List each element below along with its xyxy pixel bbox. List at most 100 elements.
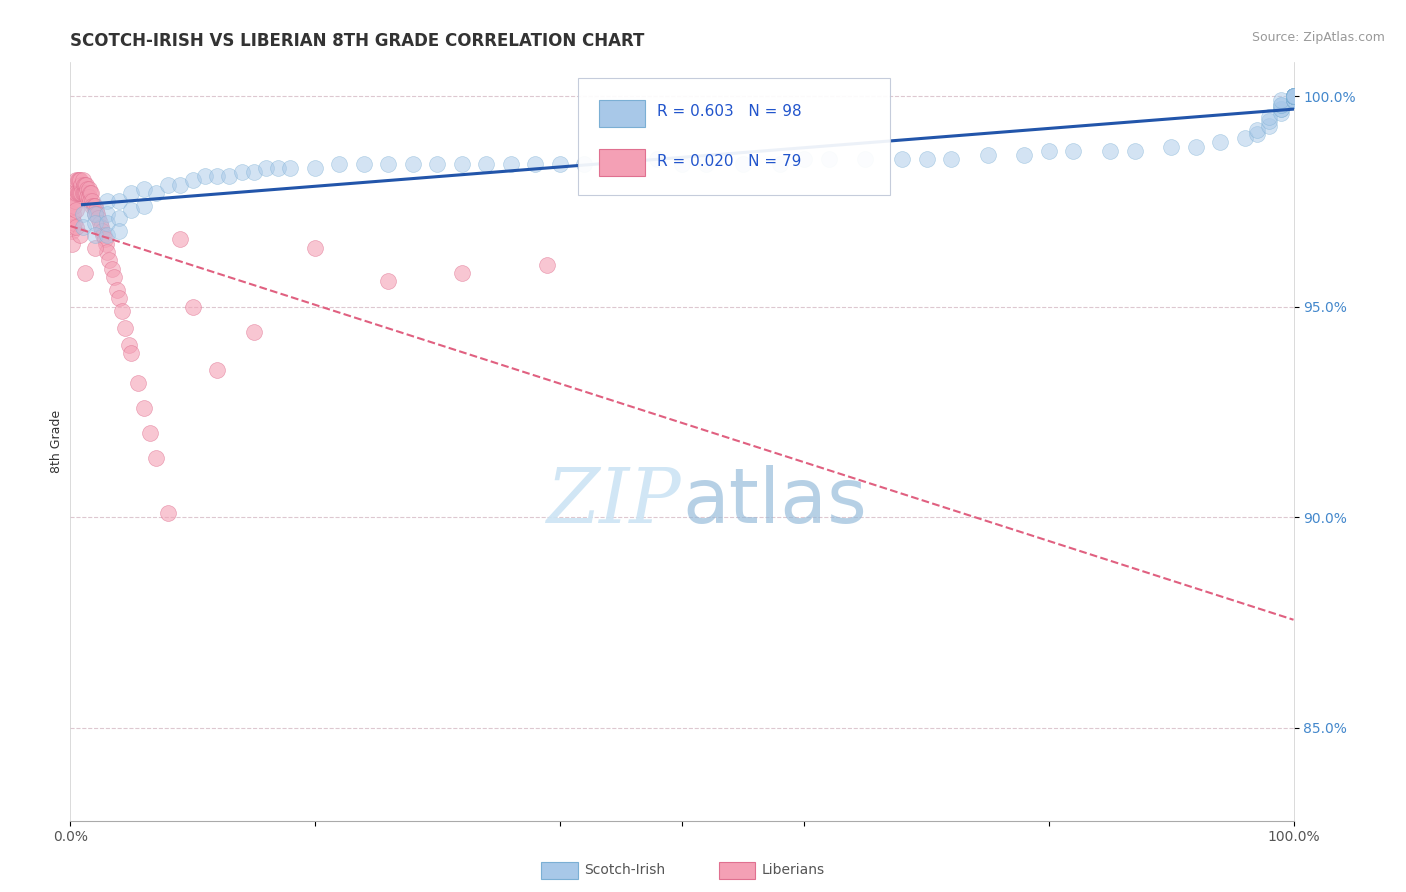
Point xyxy=(118,337,141,351)
Point xyxy=(69,186,91,200)
Point xyxy=(733,156,755,170)
Point xyxy=(70,178,93,192)
Point xyxy=(1270,97,1292,112)
Text: atlas: atlas xyxy=(682,466,866,539)
Point xyxy=(83,215,105,229)
Point xyxy=(1282,89,1305,103)
Point xyxy=(1282,89,1305,103)
FancyBboxPatch shape xyxy=(578,78,890,195)
Point xyxy=(111,304,134,318)
Point xyxy=(114,320,136,334)
Point xyxy=(96,207,118,221)
Point xyxy=(72,173,94,187)
Point xyxy=(62,219,84,234)
Text: R = 0.020   N = 79: R = 0.020 N = 79 xyxy=(658,154,801,169)
Point xyxy=(145,186,167,200)
Point xyxy=(169,178,191,192)
Point xyxy=(976,148,998,162)
Text: ZIP: ZIP xyxy=(547,466,682,539)
Point xyxy=(243,325,266,339)
Point xyxy=(572,156,595,170)
Point xyxy=(73,186,96,200)
Point xyxy=(62,207,84,221)
Point xyxy=(105,283,128,297)
Point xyxy=(181,173,204,187)
Point xyxy=(524,156,547,170)
FancyBboxPatch shape xyxy=(599,100,645,127)
Point xyxy=(75,186,97,200)
Point xyxy=(1258,119,1281,133)
Point xyxy=(70,186,93,200)
Point xyxy=(1184,139,1206,153)
Point xyxy=(121,186,143,200)
Point xyxy=(96,215,118,229)
Point xyxy=(87,211,110,226)
Point xyxy=(96,228,118,243)
Point xyxy=(82,194,104,209)
Point xyxy=(1270,97,1292,112)
Point xyxy=(1282,89,1305,103)
Point xyxy=(79,194,101,209)
Point xyxy=(132,401,155,415)
Point xyxy=(67,173,90,187)
Point xyxy=(121,346,143,360)
Point xyxy=(83,199,105,213)
Point xyxy=(63,199,86,213)
Point xyxy=(1246,123,1268,137)
Point xyxy=(1282,89,1305,103)
Point xyxy=(1270,102,1292,116)
Point xyxy=(169,232,191,246)
Point xyxy=(60,211,83,226)
Point xyxy=(267,161,290,175)
Point xyxy=(65,173,87,187)
Point xyxy=(1282,89,1305,103)
Point xyxy=(157,506,180,520)
Point xyxy=(63,215,86,229)
Point xyxy=(1282,89,1305,103)
Point xyxy=(145,451,167,466)
Point xyxy=(1282,89,1305,103)
Text: Source: ZipAtlas.com: Source: ZipAtlas.com xyxy=(1251,31,1385,45)
Point xyxy=(499,156,522,170)
Point xyxy=(793,153,815,167)
Point xyxy=(1282,89,1305,103)
Point xyxy=(377,156,399,170)
Point xyxy=(1270,106,1292,120)
Point xyxy=(77,182,100,196)
Point xyxy=(72,207,94,221)
Point xyxy=(1282,89,1305,103)
Y-axis label: 8th Grade: 8th Grade xyxy=(51,410,63,473)
Point xyxy=(132,199,155,213)
Point xyxy=(1062,144,1084,158)
Point xyxy=(402,156,425,170)
Point xyxy=(1270,93,1292,107)
Point xyxy=(1014,148,1036,162)
Point xyxy=(1233,131,1256,145)
Point xyxy=(72,219,94,234)
Point xyxy=(98,253,121,268)
Point xyxy=(91,228,114,243)
Point xyxy=(80,186,103,200)
Text: Scotch-Irish: Scotch-Irish xyxy=(583,863,665,877)
Point xyxy=(94,236,117,251)
Point xyxy=(69,228,91,243)
Point xyxy=(1258,110,1281,124)
Text: Liberians: Liberians xyxy=(762,863,824,877)
Point xyxy=(536,258,558,272)
Point xyxy=(101,261,124,276)
Point xyxy=(75,178,97,192)
Point xyxy=(328,156,350,170)
Point xyxy=(62,190,84,204)
Point xyxy=(426,156,449,170)
FancyBboxPatch shape xyxy=(718,863,755,879)
Point xyxy=(63,186,86,200)
Point xyxy=(891,153,914,167)
Point xyxy=(915,153,938,167)
Point xyxy=(96,244,118,259)
Point xyxy=(1282,89,1305,103)
Point xyxy=(304,161,326,175)
Point xyxy=(548,156,571,170)
Point xyxy=(1209,136,1232,150)
Point xyxy=(73,266,96,280)
Point xyxy=(60,224,83,238)
